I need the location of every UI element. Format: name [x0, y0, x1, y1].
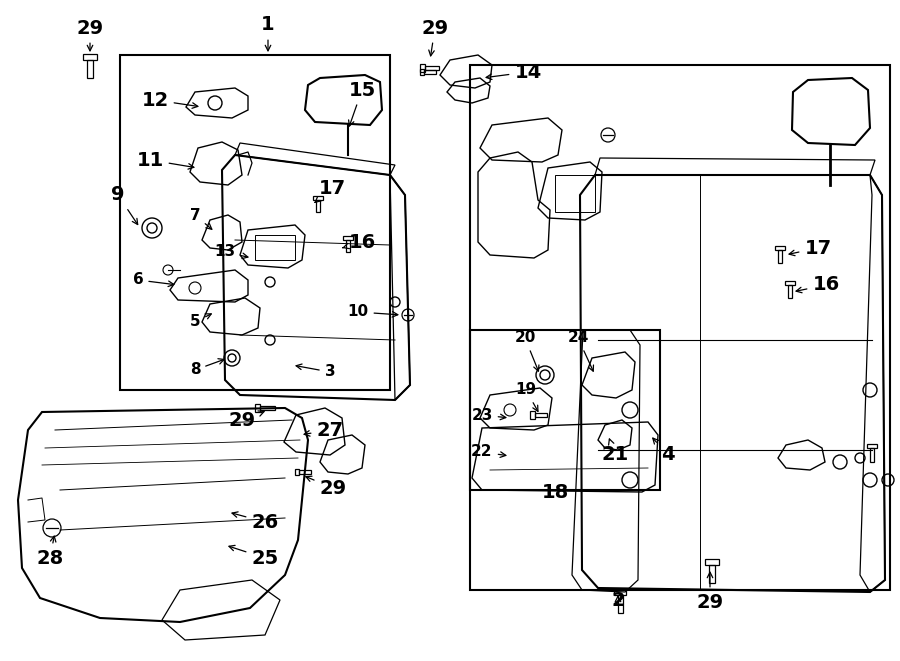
- Bar: [313, 196, 323, 200]
- Text: 7: 7: [190, 208, 212, 229]
- Text: 20: 20: [514, 330, 539, 371]
- Bar: [530, 411, 535, 419]
- Text: 2: 2: [611, 590, 625, 609]
- Text: 28: 28: [36, 536, 64, 568]
- Bar: [420, 64, 425, 72]
- Bar: [788, 285, 792, 298]
- Bar: [778, 250, 782, 263]
- Bar: [424, 70, 436, 74]
- Text: 22: 22: [472, 444, 506, 459]
- Bar: [617, 595, 623, 613]
- Text: 19: 19: [516, 383, 538, 411]
- Text: 11: 11: [137, 151, 194, 169]
- Text: 14: 14: [486, 63, 542, 81]
- Bar: [420, 69, 424, 75]
- Text: 1: 1: [261, 15, 274, 51]
- Bar: [255, 404, 260, 412]
- Text: 15: 15: [348, 81, 375, 126]
- Text: 29: 29: [421, 19, 448, 56]
- Text: 29: 29: [306, 476, 346, 498]
- Text: 6: 6: [132, 272, 174, 288]
- Bar: [343, 236, 353, 240]
- Bar: [867, 444, 877, 448]
- Bar: [775, 246, 785, 250]
- Bar: [255, 235, 295, 260]
- Bar: [87, 60, 93, 78]
- Bar: [785, 281, 795, 285]
- Text: 18: 18: [542, 483, 569, 502]
- Bar: [535, 413, 547, 417]
- Text: 26: 26: [232, 512, 279, 531]
- Text: 25: 25: [229, 545, 279, 568]
- Text: 29: 29: [229, 410, 264, 430]
- Bar: [83, 54, 97, 60]
- Text: 9: 9: [112, 186, 138, 225]
- Text: 24: 24: [567, 330, 593, 371]
- Bar: [120, 55, 390, 390]
- Text: 13: 13: [214, 245, 248, 260]
- Text: 5: 5: [190, 314, 212, 329]
- Text: 27: 27: [304, 420, 344, 440]
- Bar: [709, 565, 715, 583]
- Bar: [870, 448, 874, 462]
- Bar: [316, 200, 320, 212]
- Bar: [425, 66, 439, 70]
- Text: 3: 3: [296, 364, 336, 379]
- Bar: [705, 559, 719, 565]
- Text: 21: 21: [601, 439, 628, 465]
- Text: 17: 17: [315, 178, 346, 202]
- Bar: [614, 590, 626, 595]
- Bar: [260, 406, 275, 410]
- Text: 29: 29: [697, 572, 724, 611]
- Text: 23: 23: [472, 407, 506, 422]
- Bar: [299, 470, 311, 474]
- Text: 17: 17: [789, 239, 832, 258]
- Bar: [295, 469, 299, 475]
- Bar: [470, 65, 890, 590]
- Bar: [555, 175, 595, 212]
- Text: 16: 16: [343, 233, 375, 251]
- Text: 10: 10: [347, 305, 398, 319]
- Bar: [346, 240, 350, 252]
- Text: 4: 4: [652, 438, 675, 465]
- Text: 29: 29: [76, 19, 104, 51]
- Text: 12: 12: [141, 91, 198, 110]
- Text: 16: 16: [796, 276, 840, 295]
- Bar: [470, 330, 660, 490]
- Text: 8: 8: [190, 359, 224, 377]
